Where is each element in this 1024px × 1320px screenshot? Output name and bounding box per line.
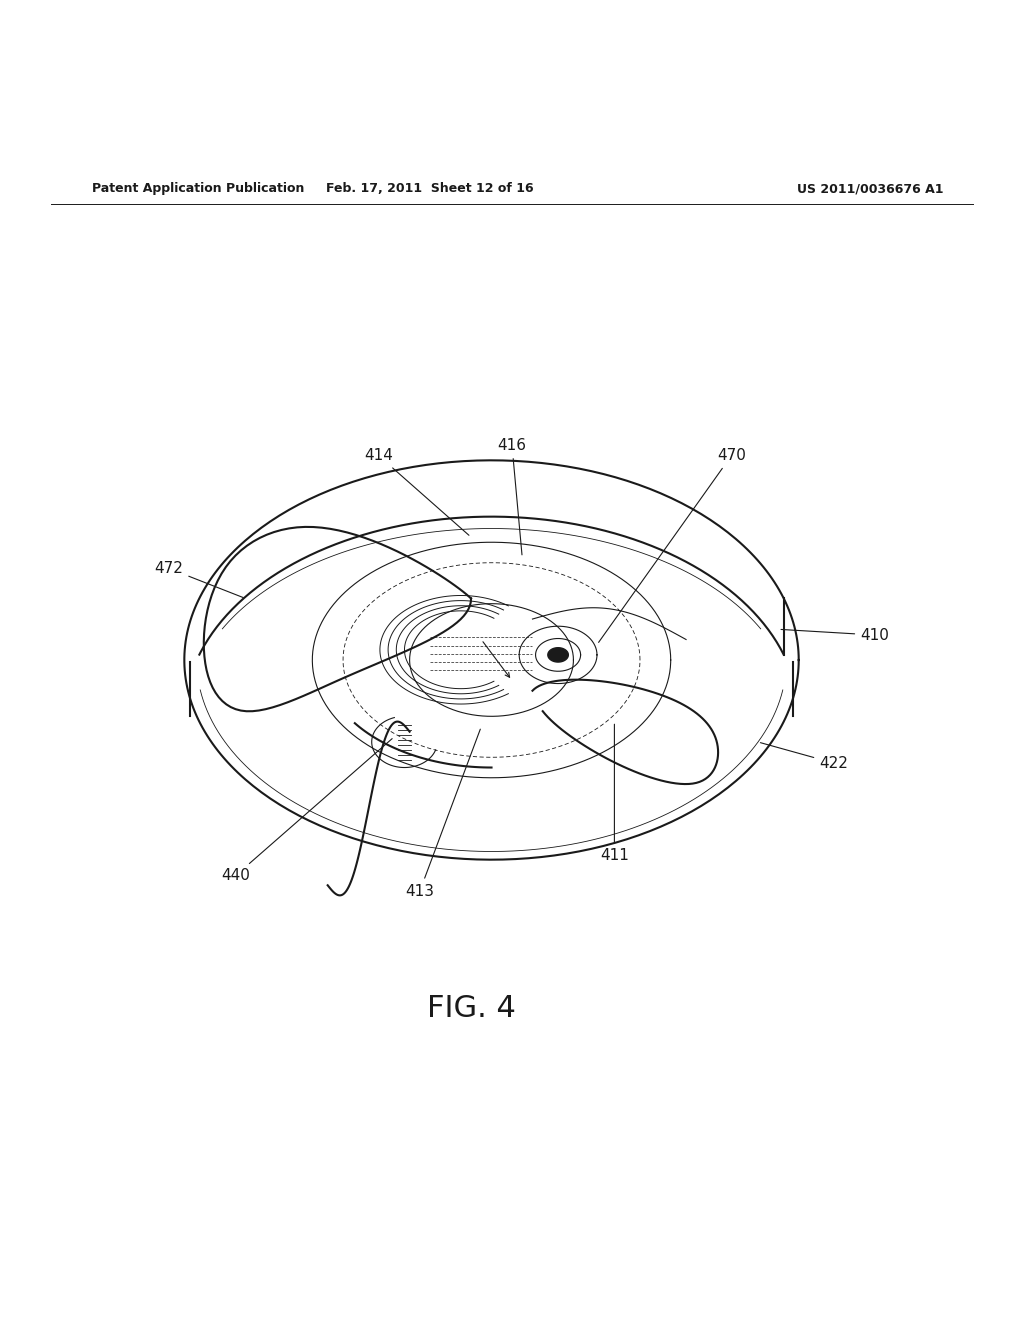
Text: 440: 440 (221, 739, 392, 883)
Text: 414: 414 (365, 449, 469, 536)
Text: 470: 470 (599, 449, 745, 643)
Text: 413: 413 (406, 729, 480, 899)
Text: Patent Application Publication: Patent Application Publication (92, 182, 304, 195)
Text: 472: 472 (155, 561, 243, 598)
Text: Feb. 17, 2011  Sheet 12 of 16: Feb. 17, 2011 Sheet 12 of 16 (327, 182, 534, 195)
Text: 416: 416 (498, 438, 526, 554)
Text: US 2011/0036676 A1: US 2011/0036676 A1 (797, 182, 944, 195)
Text: 422: 422 (761, 743, 848, 771)
Text: 411: 411 (600, 725, 629, 863)
Polygon shape (548, 648, 568, 663)
Text: FIG. 4: FIG. 4 (427, 994, 515, 1023)
Text: 410: 410 (781, 627, 889, 643)
